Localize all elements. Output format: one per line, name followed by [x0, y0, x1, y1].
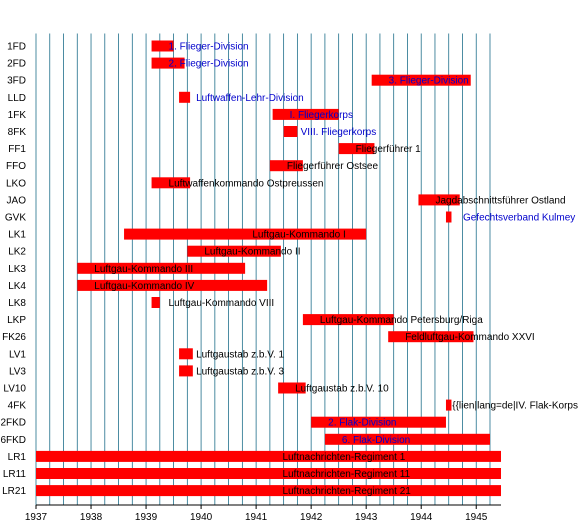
- bar-gvk: [445, 211, 452, 223]
- row-label-lko: LKO: [6, 178, 26, 189]
- bar-lv3: [179, 365, 193, 377]
- row-label-lv3: LV3: [9, 366, 26, 377]
- bar-lko: [151, 177, 191, 189]
- row-label-jao: JAO: [7, 195, 27, 206]
- bar-label-ffo: Fliegerführer Ostsee: [287, 161, 379, 172]
- bar-label-ff1: Fliegerführer 1: [356, 144, 421, 155]
- row-label-lk8: LK8: [8, 298, 26, 309]
- bar-lr21: [36, 485, 501, 497]
- row-label-lk2: LK2: [8, 247, 26, 258]
- bar-label-lk1: Luftgau-Kommando I: [252, 230, 345, 241]
- bar-lv1: [179, 348, 193, 360]
- row-label-ff1: FF1: [8, 144, 26, 155]
- row-label-lr11: LR11: [3, 469, 27, 480]
- bar-ff1: [338, 143, 375, 155]
- bar-fk26: [388, 331, 474, 343]
- row-label-lk3: LK3: [8, 264, 26, 275]
- row-label-2fd: 2FD: [7, 59, 26, 70]
- row-label-lk4: LK4: [8, 281, 26, 292]
- x-axis: 1937 1938 1939 1940 1941 1942 1943 1944 1945: [25, 504, 501, 520]
- bar-lr1: [36, 450, 501, 462]
- row-labels: 1FD 2FD 3FD LLD 1FK 8FK FF1 FFO LKO JAO GVK LK1 LK2 L…: [0, 42, 26, 498]
- bar-lk2: [187, 245, 281, 257]
- row-label-1fd: 1FD: [7, 42, 26, 53]
- bar-label-3fd: 3. Flieger-Division: [389, 76, 469, 87]
- bar-lk4: [77, 279, 268, 291]
- bar-3fd: [371, 74, 471, 86]
- x-tick-label-1943: 1943: [355, 512, 378, 520]
- row-label-lld: LLD: [8, 93, 26, 104]
- row-label-3fd: 3FD: [7, 76, 26, 87]
- bar-label-lko: Luftwaffenkommando Ostpreussen: [169, 178, 324, 189]
- row-label-4fk: 4FK: [8, 401, 27, 412]
- bar-label-lv10: Luftgaustab z.b.V. 10: [295, 384, 389, 395]
- bar-label-1fk: I. Fliegerkorps: [290, 110, 353, 121]
- bar-label-fk26: Feldluftgau-Kommando XXVI: [405, 332, 535, 343]
- row-label-lv1: LV1: [9, 349, 26, 360]
- bar-2fd: [151, 57, 185, 69]
- bar-2fkd: [311, 416, 446, 428]
- bar-label-6fkd: 6. Flak-Division: [342, 435, 410, 446]
- row-label-gvk: GVK: [5, 213, 26, 224]
- x-tick-label-1941: 1941: [245, 512, 268, 520]
- row-label-6fkd: 6FKD: [0, 435, 26, 446]
- bar-label-lkp: Luftgau-Kommando Petersburg/Riga: [320, 315, 483, 326]
- row-label-8fk: 8FK: [8, 127, 27, 138]
- row-label-fk26: FK26: [2, 332, 26, 343]
- x-tick-label-1940: 1940: [190, 512, 213, 520]
- bar-label-1fd: 1. Flieger-Division: [169, 42, 249, 53]
- bar-label-jao: Jagdabschnittsführer Ostland: [435, 195, 565, 206]
- row-label-2fkd: 2FKD: [0, 418, 26, 429]
- bar-jao: [418, 194, 460, 206]
- bar-label-lr1: Luftnachrichten-Regiment 1: [282, 452, 405, 463]
- x-tick-label-1937: 1937: [25, 512, 48, 520]
- row-label-lr21: LR21: [2, 486, 26, 497]
- x-tick-label-1942: 1942: [300, 512, 323, 520]
- bar-label-gvk: Gefechtsverband Kulmey: [463, 213, 575, 224]
- bar-label-lk8: Luftgau-Kommando VIII: [169, 298, 275, 309]
- bar-label-lr21: Luftnachrichten-Regiment 21: [282, 486, 411, 497]
- bar-label-lv3: Luftgaustab z.b.V. 3: [196, 366, 284, 377]
- bar-labels: 1. Flieger-Division 2. Flieger-Division 3.…: [94, 42, 578, 498]
- bar-label-lk2: Luftgau-Kommando II: [204, 247, 300, 258]
- bar-label-lk3: Luftgau-Kommando III: [94, 264, 193, 275]
- bar-label-lld: Luftwaffen-Lehr-Division: [196, 93, 304, 104]
- bar-lkp: [302, 314, 394, 326]
- bar-label-lv1: Luftgaustab z.b.V. 1: [196, 349, 284, 360]
- x-tick-label-1944: 1944: [410, 512, 433, 520]
- row-label-lk1: LK1: [8, 230, 26, 241]
- bar-lr11: [36, 468, 501, 479]
- x-tick-label-1945: 1945: [465, 512, 488, 520]
- bar-label-4fk: {{lien|lang=de|IV. Flak-Korps: [452, 401, 578, 412]
- bar-label-2fd: 2. Flieger-Division: [169, 59, 249, 70]
- bar-lk1: [124, 228, 367, 240]
- bar-lld: [179, 91, 191, 103]
- bar-6fkd: [324, 433, 490, 445]
- row-label-lr1: LR1: [8, 452, 27, 463]
- bar-1fd: [151, 40, 174, 52]
- x-tick-label-1938: 1938: [80, 512, 103, 520]
- row-label-lv10: LV10: [3, 384, 26, 395]
- x-tick-label-1939: 1939: [135, 512, 158, 520]
- row-label-lkp: LKP: [7, 315, 26, 326]
- bar-label-lk4: Luftgau-Kommando IV: [94, 281, 194, 292]
- bar-lv10: [278, 382, 306, 394]
- bar-4fk: [445, 399, 452, 411]
- bar-label-2fkd: 2. Flak-Division: [328, 418, 396, 429]
- bars-layer: [36, 40, 501, 497]
- bar-label-lr11: Luftnachrichten-Regiment 11: [282, 469, 410, 480]
- bar-ffo: [269, 160, 303, 172]
- row-label-1fk: 1FK: [8, 110, 27, 121]
- bar-1fk: [272, 108, 339, 120]
- row-label-ffo: FFO: [6, 161, 26, 172]
- bar-lk8: [151, 297, 160, 308]
- bar-label-8fk: VIII. Fliegerkorps: [301, 127, 377, 138]
- bar-8fk: [283, 126, 298, 137]
- bar-lk3: [77, 262, 246, 274]
